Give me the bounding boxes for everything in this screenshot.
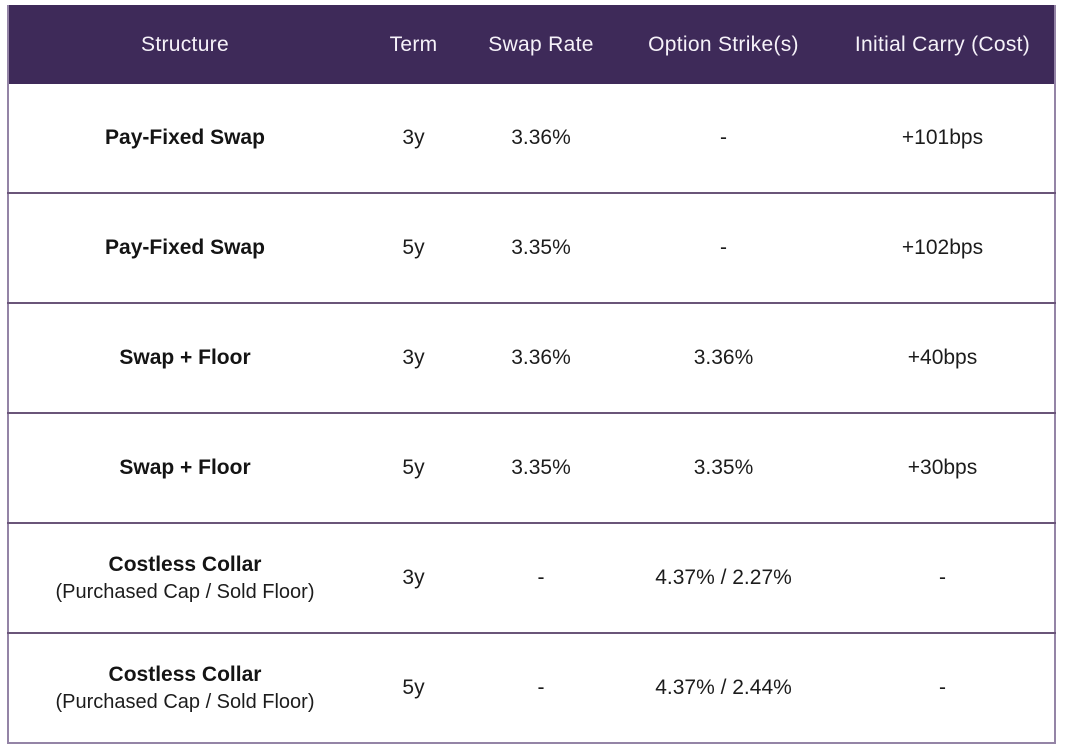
option-strikes-cell: - [616, 192, 831, 303]
structure-name: Pay-Fixed Swap [105, 125, 265, 149]
term-cell: 5y [361, 412, 466, 523]
option-strikes-cell: 3.36% [616, 302, 831, 413]
structure-cell: Pay-Fixed Swap [8, 192, 361, 303]
term-cell: 3y [361, 522, 466, 633]
structure-name: Costless Collar [108, 662, 262, 686]
column-header-swap-rate: Swap Rate [466, 5, 616, 84]
column-header-term: Term [361, 5, 466, 84]
option-strikes-cell: 4.37% / 2.44% [616, 632, 831, 743]
option-strikes-cell: 4.37% / 2.27% [616, 522, 831, 633]
initial-carry-cell: +101bps [831, 84, 1055, 193]
column-header-initial-carry: Initial Carry (Cost) [831, 5, 1055, 84]
structure-subtitle: (Purchased Cap / Sold Floor) [55, 581, 315, 604]
option-strikes-cell: 3.35% [616, 412, 831, 523]
swap-rate-cell: 3.36% [466, 302, 616, 413]
initial-carry-cell: +30bps [831, 412, 1055, 523]
structure-cell: Swap + Floor [8, 412, 361, 523]
table-row: Swap + Floor 5y 3.35% 3.35% +30bps [8, 412, 1055, 523]
term-cell: 5y [361, 632, 466, 743]
table-row: Costless Collar (Purchased Cap / Sold Fl… [8, 522, 1055, 633]
structure-name: Costless Collar [108, 552, 262, 576]
structure-cell: Costless Collar (Purchased Cap / Sold Fl… [8, 632, 361, 743]
table-row: Swap + Floor 3y 3.36% 3.36% +40bps [8, 302, 1055, 413]
swap-rate-cell: 3.35% [466, 192, 616, 303]
column-header-option-strikes: Option Strike(s) [616, 5, 831, 84]
term-cell: 5y [361, 192, 466, 303]
structure-cell: Swap + Floor [8, 302, 361, 413]
initial-carry-cell: +40bps [831, 302, 1055, 413]
swap-rate-cell: - [466, 522, 616, 633]
initial-carry-cell: - [831, 522, 1055, 633]
swap-structures-table: Structure Term Swap Rate Option Strike(s… [7, 5, 1056, 744]
term-cell: 3y [361, 302, 466, 413]
option-strikes-cell: - [616, 84, 831, 193]
column-header-structure: Structure [8, 5, 361, 84]
structure-subtitle: (Purchased Cap / Sold Floor) [55, 691, 315, 714]
table-row: Costless Collar (Purchased Cap / Sold Fl… [8, 632, 1055, 743]
structure-name: Pay-Fixed Swap [105, 235, 265, 259]
swap-rate-cell: 3.35% [466, 412, 616, 523]
table-row: Pay-Fixed Swap 3y 3.36% - +101bps [8, 84, 1055, 193]
swap-rate-cell: 3.36% [466, 84, 616, 193]
table-row: Pay-Fixed Swap 5y 3.35% - +102bps [8, 192, 1055, 303]
structure-cell: Pay-Fixed Swap [8, 84, 361, 193]
structure-cell: Costless Collar (Purchased Cap / Sold Fl… [8, 522, 361, 633]
term-cell: 3y [361, 84, 466, 193]
structure-name: Swap + Floor [119, 345, 251, 369]
initial-carry-cell: +102bps [831, 192, 1055, 303]
structure-name: Swap + Floor [119, 455, 251, 479]
swap-rate-cell: - [466, 632, 616, 743]
initial-carry-cell: - [831, 632, 1055, 743]
header-row: Structure Term Swap Rate Option Strike(s… [8, 5, 1055, 84]
